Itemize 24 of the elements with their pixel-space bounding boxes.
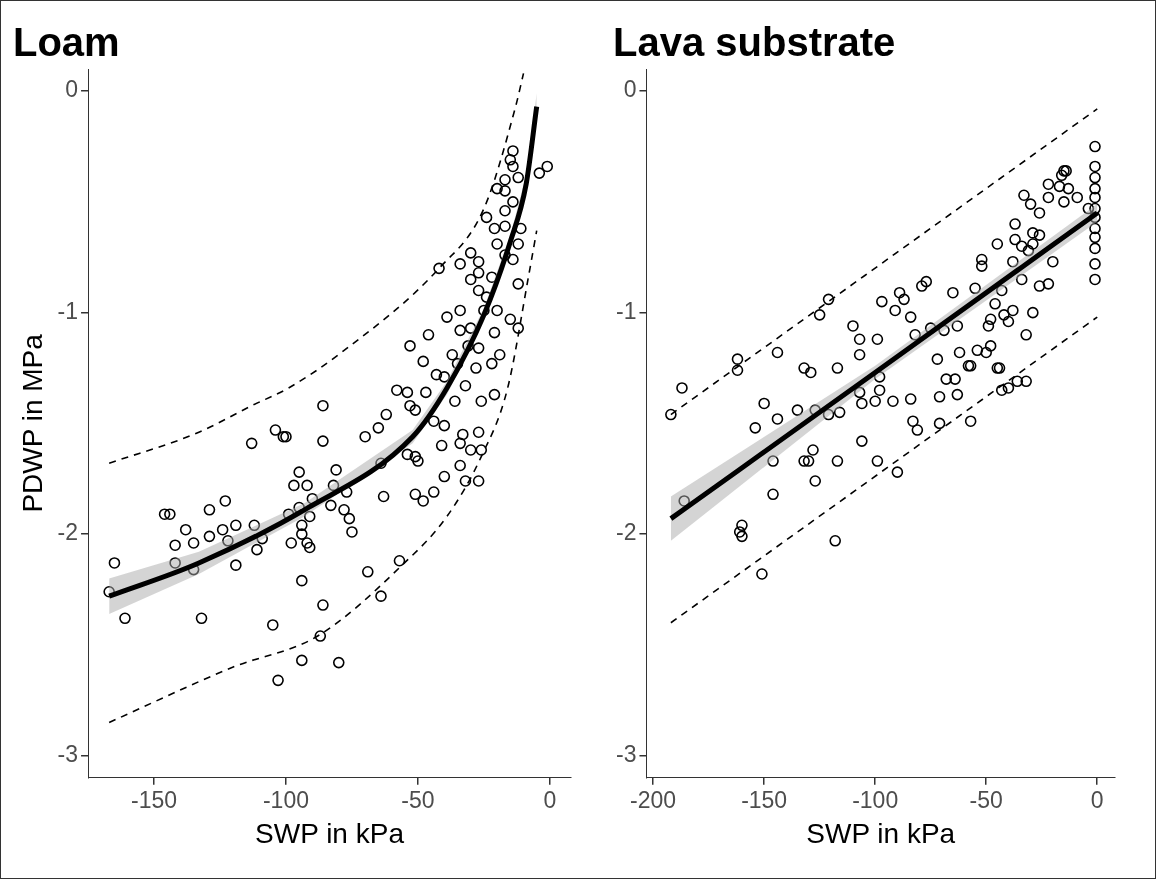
- y-tick-label: -2: [616, 519, 637, 546]
- x-tick-label: 0: [543, 786, 557, 813]
- x-tick-label: -100: [262, 786, 309, 813]
- y-tick-label: -3: [616, 740, 637, 767]
- y-tick-label: 0: [623, 76, 637, 103]
- line-series: [108, 229, 538, 724]
- chart-title: Lava substrate: [613, 20, 896, 65]
- x-tick-label: -100: [852, 786, 899, 813]
- x-axis-title: SWP in kPa: [255, 817, 405, 849]
- x-tick-label: -200: [630, 786, 677, 813]
- y-tick-label: -1: [57, 297, 79, 324]
- x-tick-label: -50: [401, 786, 435, 813]
- chart-title: Loam: [13, 20, 120, 65]
- x-tick-label: -150: [131, 786, 178, 813]
- y-tick-label: 0: [65, 76, 79, 103]
- y-tick-label: -2: [57, 519, 79, 546]
- y-tick-label: -3: [57, 740, 79, 767]
- line-series: [108, 72, 525, 465]
- x-tick-label: -150: [741, 786, 788, 813]
- y-tick-label: -1: [616, 297, 637, 324]
- x-axis-title: SWP in kPa: [806, 817, 956, 849]
- x-tick-label: 0: [1090, 786, 1104, 813]
- y-axis-title: PDWP in MPa: [16, 333, 48, 513]
- x-tick-label: -50: [969, 786, 1003, 813]
